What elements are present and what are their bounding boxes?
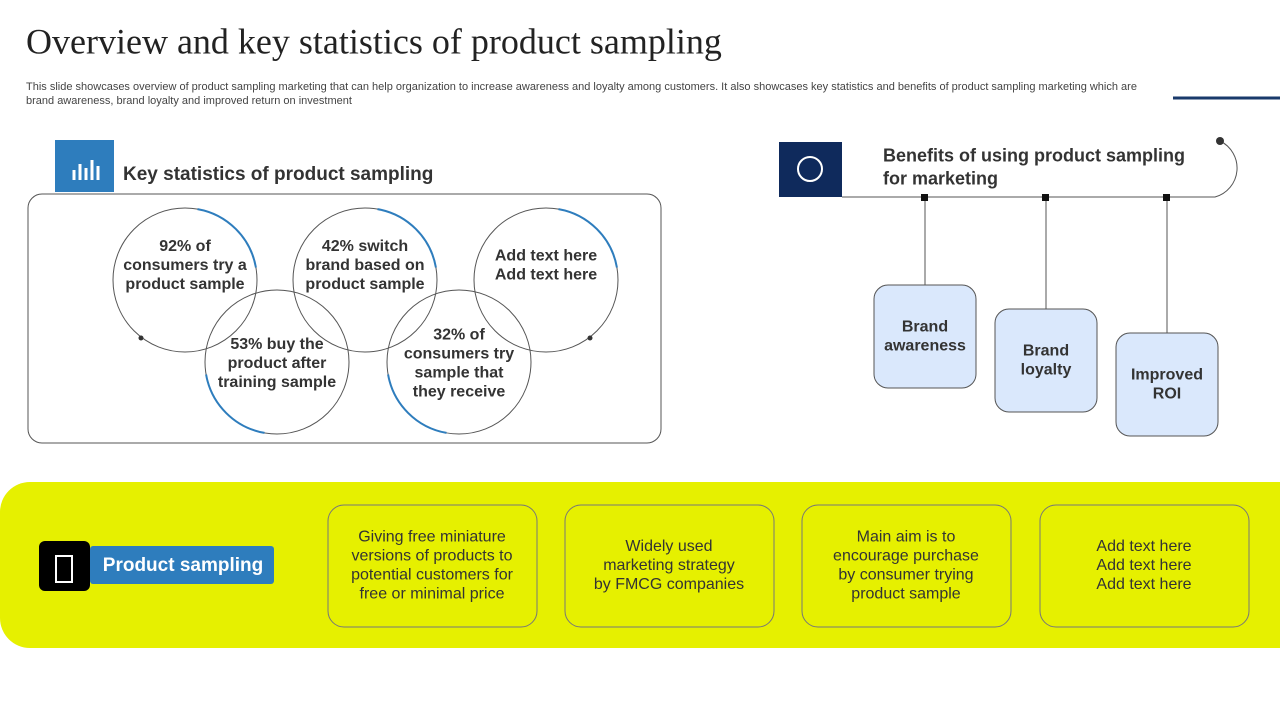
title: Overview and key statistics of product s… [26, 21, 722, 61]
text-line: they receive [413, 384, 506, 401]
text-line: Brand [902, 319, 948, 336]
text-line: Brand [1023, 343, 1069, 360]
text-line: consumers try a [123, 257, 247, 274]
stat-circle [292, 207, 438, 353]
text-line: Main aim is to [857, 529, 956, 546]
card [327, 504, 538, 628]
stat-arc [197, 208, 257, 268]
dot [138, 335, 144, 341]
text-line: encourage purchase [833, 548, 979, 565]
text-line: sample that [415, 365, 505, 382]
stats-icon [55, 140, 114, 192]
text-line: versions of products to [352, 548, 513, 565]
text-line: brand based on [305, 257, 424, 274]
text-line: Giving free miniature [358, 529, 506, 546]
text-line: potential customers for [351, 567, 514, 584]
text-line: Add text here [495, 267, 597, 284]
text-line: Widely used [625, 538, 712, 555]
benefits-icon [779, 142, 842, 197]
sampling-label: Product sampling [103, 555, 263, 576]
text-line: by consumer trying [838, 567, 973, 584]
text-line: 32% of [433, 327, 485, 344]
label-box [90, 546, 274, 584]
text-line: training sample [218, 374, 336, 391]
diamond-icon [797, 156, 823, 182]
text-line: product sample [125, 276, 244, 293]
node-dot [1042, 194, 1049, 201]
text-line: product after [228, 355, 327, 372]
node-dot [921, 194, 928, 201]
text-line: product sample [851, 586, 960, 603]
sampling-icon [39, 541, 90, 591]
text-line: marketing strategy [603, 557, 735, 574]
text-line: product sample [305, 276, 424, 293]
card [1039, 504, 1250, 628]
benefit-box [1115, 332, 1219, 437]
text-line: Add text here [495, 248, 597, 265]
stat-circle [473, 207, 619, 353]
text-line: Add text here [1096, 576, 1191, 593]
subtitle: brand awareness, brand loyalty and impro… [26, 95, 352, 107]
stat-arc [377, 208, 437, 268]
text-line: for marketing [883, 168, 998, 188]
benefit-box [873, 284, 977, 389]
stat-arc [558, 208, 618, 268]
text-line: free or minimal price [360, 586, 505, 603]
connector [842, 140, 1238, 198]
dot [1216, 137, 1224, 145]
subtitle: This slide showcases overview of product… [26, 81, 1137, 93]
band [0, 482, 1280, 648]
benefit-box [994, 308, 1098, 413]
text-line: ROI [1153, 386, 1181, 403]
dot [587, 335, 593, 341]
stat-circle [112, 207, 258, 353]
stat-circle [204, 289, 350, 435]
text-line: by FMCG companies [594, 576, 744, 593]
stats-heading: Key statistics of product sampling [123, 164, 433, 185]
text-line: Add text here [1096, 538, 1191, 555]
stat-arc [387, 374, 447, 434]
card [564, 504, 775, 628]
stats-panel [27, 193, 662, 444]
text-line: consumers try [404, 346, 514, 363]
text-line: 92% of [159, 238, 211, 255]
icon-shape [55, 555, 73, 583]
text-line: 53% buy the [230, 336, 323, 353]
text-line: Improved [1131, 367, 1203, 384]
chart-icon [72, 160, 100, 180]
text-line: loyalty [1021, 362, 1072, 379]
card [801, 504, 1012, 628]
stat-circle [386, 289, 532, 435]
stat-arc [205, 374, 265, 434]
text-line: awareness [884, 338, 966, 355]
text-line: 42% switch [322, 238, 408, 255]
node-dot [1163, 194, 1170, 201]
text-line: Benefits of using product sampling [883, 145, 1185, 165]
text-line: Add text here [1096, 557, 1191, 574]
